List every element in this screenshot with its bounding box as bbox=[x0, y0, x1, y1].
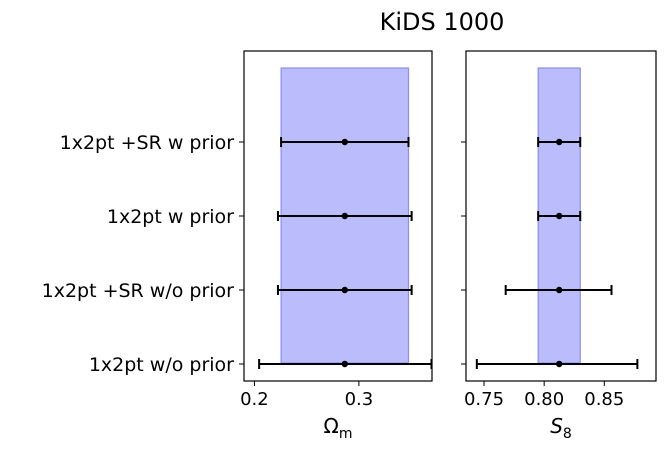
panel-frame bbox=[465, 50, 657, 382]
data-point bbox=[341, 138, 348, 146]
x-tick-label: 0.3 bbox=[345, 389, 374, 410]
data-point bbox=[341, 286, 348, 294]
row-label: 1x2pt +SR w/o prior bbox=[42, 280, 235, 302]
panel-frame bbox=[243, 50, 433, 382]
chart-title: KiDS 1000 bbox=[380, 8, 505, 36]
x-axis-label: S8 bbox=[550, 414, 572, 442]
data-point bbox=[555, 286, 563, 294]
x-tick-label: 0.85 bbox=[584, 389, 624, 410]
data-point bbox=[341, 360, 348, 368]
x-tick-label: 0.2 bbox=[240, 389, 269, 410]
row-label: 1x2pt w prior bbox=[107, 206, 234, 228]
data-point bbox=[341, 212, 348, 220]
s8-panel: 0.75 0.80 0.85 S8 bbox=[461, 50, 657, 442]
row-label: 1x2pt +SR w prior bbox=[60, 132, 235, 154]
x-tick-label: 0.75 bbox=[464, 389, 504, 410]
data-point bbox=[555, 360, 563, 368]
omega-m-panel: 0.2 0.3 Ωm bbox=[239, 50, 433, 442]
data-point bbox=[555, 212, 563, 220]
data-point bbox=[555, 138, 563, 146]
x-axis-label: Ωm bbox=[324, 414, 353, 442]
row-label: 1x2pt w/o prior bbox=[89, 354, 234, 376]
x-tick-label: 0.80 bbox=[524, 389, 564, 410]
